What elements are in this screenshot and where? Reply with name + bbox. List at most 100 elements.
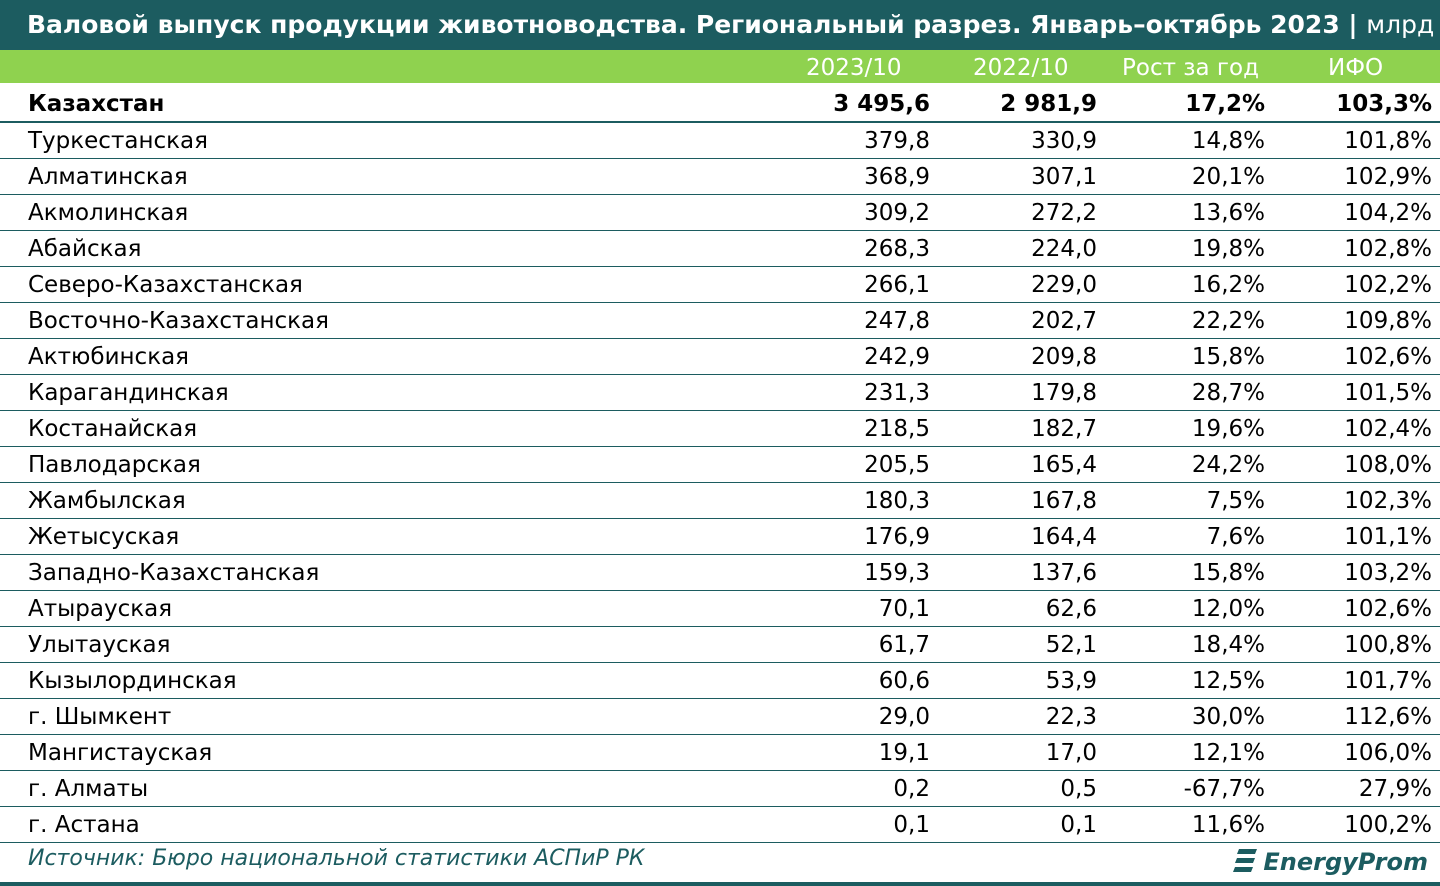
value-2023: 19,1	[878, 740, 930, 766]
value-2023: 3 495,6	[833, 91, 930, 117]
value-2023: 268,3	[864, 236, 930, 262]
value-2023: 218,5	[864, 416, 930, 442]
table-row: Карагандинская 231,3 179,8 28,7% 101,5%	[0, 375, 1440, 411]
row-name: Западно-Казахстанская	[28, 560, 320, 586]
title-bar: Валовой выпуск продукции животноводства.…	[0, 0, 1440, 50]
table-row: Костанайская 218,5 182,7 19,6% 102,4%	[0, 411, 1440, 447]
ifo-value: 104,2%	[1344, 200, 1432, 226]
logo-text: EnergyProm	[1263, 848, 1428, 876]
growth-value: 15,8%	[1191, 344, 1265, 370]
value-2022: 22,3	[1045, 704, 1097, 730]
row-name: Туркестанская	[28, 128, 208, 154]
value-2023: 159,3	[864, 560, 930, 586]
value-2022: 17,0	[1045, 740, 1097, 766]
value-2022: 137,6	[1031, 560, 1097, 586]
value-2023: 0,2	[893, 776, 930, 802]
value-2022: 209,8	[1031, 344, 1097, 370]
growth-value: 19,6%	[1191, 416, 1265, 442]
growth-value: 18,4%	[1191, 632, 1265, 658]
value-2023: 29,0	[878, 704, 930, 730]
value-2022: 0,5	[1060, 776, 1097, 802]
row-name: г. Астана	[28, 812, 140, 838]
table-row: г. Алматы 0,2 0,5 -67,7% 27,9%	[0, 771, 1440, 807]
table-row: Жамбылская 180,3 167,8 7,5% 102,3%	[0, 483, 1440, 519]
ifo-value: 101,7%	[1344, 668, 1432, 694]
energyprom-logo: EnergyProm	[1233, 844, 1428, 880]
row-name: Актюбинская	[28, 344, 190, 370]
growth-value: 7,6%	[1206, 524, 1265, 550]
growth-value: 11,6%	[1191, 812, 1265, 838]
ifo-value: 102,2%	[1344, 272, 1432, 298]
table-row: Алматинская 368,9 307,1 20,1% 102,9%	[0, 159, 1440, 195]
row-name: Кызылординская	[28, 668, 237, 694]
ifo-value: 102,4%	[1344, 416, 1432, 442]
value-2022: 165,4	[1031, 452, 1097, 478]
value-2022: 179,8	[1031, 380, 1097, 406]
energyprom-logo-icon	[1233, 849, 1258, 872]
value-2022: 52,1	[1045, 632, 1097, 658]
value-2023: 70,1	[878, 596, 930, 622]
row-name: Жетысуская	[28, 524, 180, 550]
growth-value: 22,2%	[1191, 308, 1265, 334]
row-name: Карагандинская	[28, 380, 229, 406]
row-name: Улытауская	[28, 632, 171, 658]
title-unit: млрд тг	[1366, 10, 1440, 39]
value-2022: 182,7	[1031, 416, 1097, 442]
row-name: г. Шымкент	[28, 704, 172, 730]
row-name: Павлодарская	[28, 452, 201, 478]
growth-value: 16,2%	[1191, 272, 1265, 298]
footer: Источник: Бюро национальной статистики А…	[0, 840, 1440, 886]
value-2023: 309,2	[864, 200, 930, 226]
row-name: Восточно-Казахстанская	[28, 308, 329, 334]
ifo-value: 102,8%	[1344, 236, 1432, 262]
value-2022: 229,0	[1031, 272, 1097, 298]
bottom-rule	[0, 882, 1440, 886]
table-row: г. Шымкент 29,0 22,3 30,0% 112,6%	[0, 699, 1440, 735]
table-row: Северо-Казахстанская 266,1 229,0 16,2% 102,2…	[0, 267, 1440, 303]
growth-value: 14,8%	[1191, 128, 1265, 154]
value-2022: 2 981,9	[1000, 91, 1097, 117]
table-row: Жетысуская 176,9 164,4 7,6% 101,1%	[0, 519, 1440, 555]
value-2023: 0,1	[893, 812, 930, 838]
ifo-value: 106,0%	[1344, 740, 1432, 766]
row-name: Алматинская	[28, 164, 188, 190]
row-name: Атырауская	[28, 596, 173, 622]
value-2023: 231,3	[864, 380, 930, 406]
value-2022: 330,9	[1031, 128, 1097, 154]
value-2022: 53,9	[1045, 668, 1097, 694]
column-header-growth: Рост за год	[1122, 55, 1259, 81]
growth-value: 13,6%	[1191, 200, 1265, 226]
value-2022: 307,1	[1031, 164, 1097, 190]
value-2023: 176,9	[864, 524, 930, 550]
total-row: Казахстан 3 495,6 2 981,9 17,2% 103,3%	[0, 86, 1440, 123]
value-2022: 167,8	[1031, 488, 1097, 514]
value-2023: 247,8	[864, 308, 930, 334]
value-2023: 266,1	[864, 272, 930, 298]
ifo-value: 103,3%	[1336, 91, 1432, 117]
growth-value: 7,5%	[1206, 488, 1265, 514]
row-name: Северо-Казахстанская	[28, 272, 303, 298]
table-row: Кызылординская 60,6 53,9 12,5% 101,7%	[0, 663, 1440, 699]
value-2023: 60,6	[878, 668, 930, 694]
growth-value: 12,1%	[1191, 740, 1265, 766]
growth-value: 19,8%	[1191, 236, 1265, 262]
table-row: г. Астана 0,1 0,1 11,6% 100,2%	[0, 807, 1440, 843]
table-row: Павлодарская 205,5 165,4 24,2% 108,0%	[0, 447, 1440, 483]
value-2022: 272,2	[1031, 200, 1097, 226]
growth-value: 12,0%	[1191, 596, 1265, 622]
value-2023: 242,9	[864, 344, 930, 370]
table-row: Мангистауская 19,1 17,0 12,1% 106,0%	[0, 735, 1440, 771]
table-row: Атырауская 70,1 62,6 12,0% 102,6%	[0, 591, 1440, 627]
ifo-value: 102,9%	[1344, 164, 1432, 190]
row-name: Казахстан	[28, 91, 165, 117]
title-separator: |	[1339, 10, 1367, 39]
ifo-value: 100,8%	[1344, 632, 1432, 658]
value-2022: 62,6	[1045, 596, 1097, 622]
table-row: Акмолинская 309,2 272,2 13,6% 104,2%	[0, 195, 1440, 231]
growth-value: -67,7%	[1183, 776, 1265, 802]
growth-value: 17,2%	[1185, 91, 1265, 117]
ifo-value: 108,0%	[1344, 452, 1432, 478]
growth-value: 15,8%	[1191, 560, 1265, 586]
growth-value: 20,1%	[1191, 164, 1265, 190]
